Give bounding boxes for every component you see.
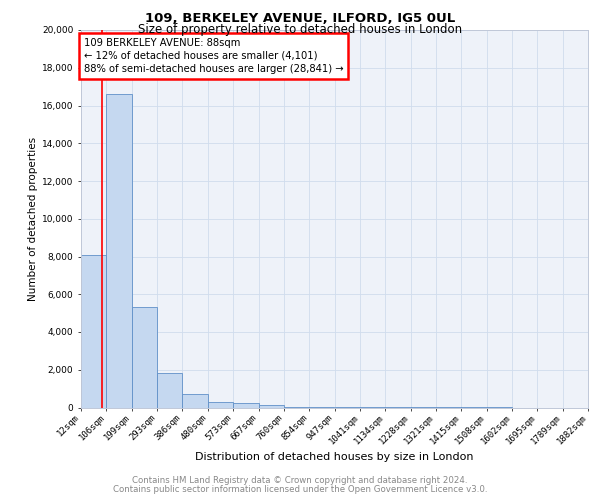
Text: Size of property relative to detached houses in London: Size of property relative to detached ho… [138,22,462,36]
Bar [284,406,309,408]
Bar [132,308,157,408]
Text: Contains HM Land Registry data © Crown copyright and database right 2024.: Contains HM Land Registry data © Crown c… [132,476,468,485]
Bar [259,404,284,407]
Text: Contains public sector information licensed under the Open Government Licence v3: Contains public sector information licen… [113,485,487,494]
Bar [81,254,106,408]
Bar [157,372,182,408]
Bar [233,403,259,407]
Text: 109, BERKELEY AVENUE, ILFORD, IG5 0UL: 109, BERKELEY AVENUE, ILFORD, IG5 0UL [145,12,455,26]
Y-axis label: Number of detached properties: Number of detached properties [28,136,38,301]
X-axis label: Distribution of detached houses by size in London: Distribution of detached houses by size … [195,452,474,462]
Bar [182,394,208,407]
Bar [208,402,233,407]
Bar [106,94,132,408]
Text: 109 BERKELEY AVENUE: 88sqm
← 12% of detached houses are smaller (4,101)
88% of s: 109 BERKELEY AVENUE: 88sqm ← 12% of deta… [84,38,343,74]
